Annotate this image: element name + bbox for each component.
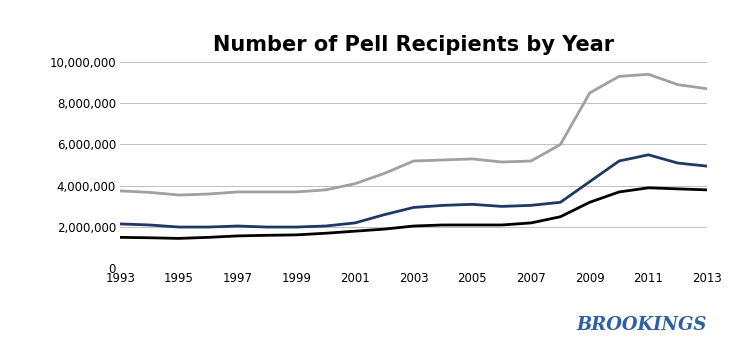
Dependent [204, 235, 213, 239]
Line: Independent: Independent [120, 155, 707, 227]
Independent [439, 203, 448, 207]
Dependent [468, 223, 477, 227]
Independent [644, 153, 653, 157]
Total [615, 74, 623, 78]
Total [410, 159, 418, 163]
Dependent [292, 233, 301, 237]
Independent [204, 225, 213, 229]
Independent [468, 202, 477, 206]
Independent [175, 225, 184, 229]
Total [556, 142, 565, 147]
Independent [233, 224, 242, 228]
Dependent [674, 187, 682, 191]
Dependent [380, 227, 389, 231]
Independent [527, 203, 536, 207]
Dependent [410, 224, 418, 228]
Independent [145, 223, 154, 227]
Total [439, 158, 448, 162]
Title: Number of Pell Recipients by Year: Number of Pell Recipients by Year [213, 35, 615, 55]
Dependent [556, 215, 565, 219]
Dependent [644, 186, 653, 190]
Independent [292, 225, 301, 229]
Independent [497, 204, 506, 208]
Total [204, 192, 213, 196]
Dependent [233, 234, 242, 238]
Total [292, 190, 301, 194]
Dependent [497, 223, 506, 227]
Dependent [351, 229, 359, 233]
Dependent [585, 200, 594, 204]
Dependent [615, 190, 623, 194]
Dependent [439, 223, 448, 227]
Total [380, 171, 389, 175]
Independent [556, 200, 565, 204]
Total [585, 91, 594, 95]
Total [497, 160, 506, 164]
Independent [262, 225, 271, 229]
Independent [116, 222, 125, 226]
Dependent [703, 188, 712, 192]
Total [145, 190, 154, 194]
Independent [585, 180, 594, 184]
Total [674, 83, 682, 87]
Total [527, 159, 536, 163]
Independent [380, 213, 389, 217]
Independent [410, 205, 418, 209]
Dependent [262, 233, 271, 237]
Dependent [116, 235, 125, 239]
Total [351, 182, 359, 186]
Independent [703, 164, 712, 168]
Line: Total: Total [120, 74, 707, 195]
Dependent [175, 236, 184, 240]
Total [703, 87, 712, 91]
Line: Dependent: Dependent [120, 188, 707, 238]
Dependent [527, 221, 536, 225]
Total [644, 72, 653, 76]
Total [262, 190, 271, 194]
Total [175, 193, 184, 197]
Total [321, 188, 330, 192]
Dependent [321, 231, 330, 235]
Independent [615, 159, 623, 163]
Independent [674, 161, 682, 165]
Text: BROOKINGS: BROOKINGS [577, 316, 707, 334]
Independent [351, 221, 359, 225]
Total [116, 189, 125, 193]
Dependent [145, 236, 154, 240]
Independent [321, 224, 330, 228]
Total [233, 190, 242, 194]
Total [468, 157, 477, 161]
